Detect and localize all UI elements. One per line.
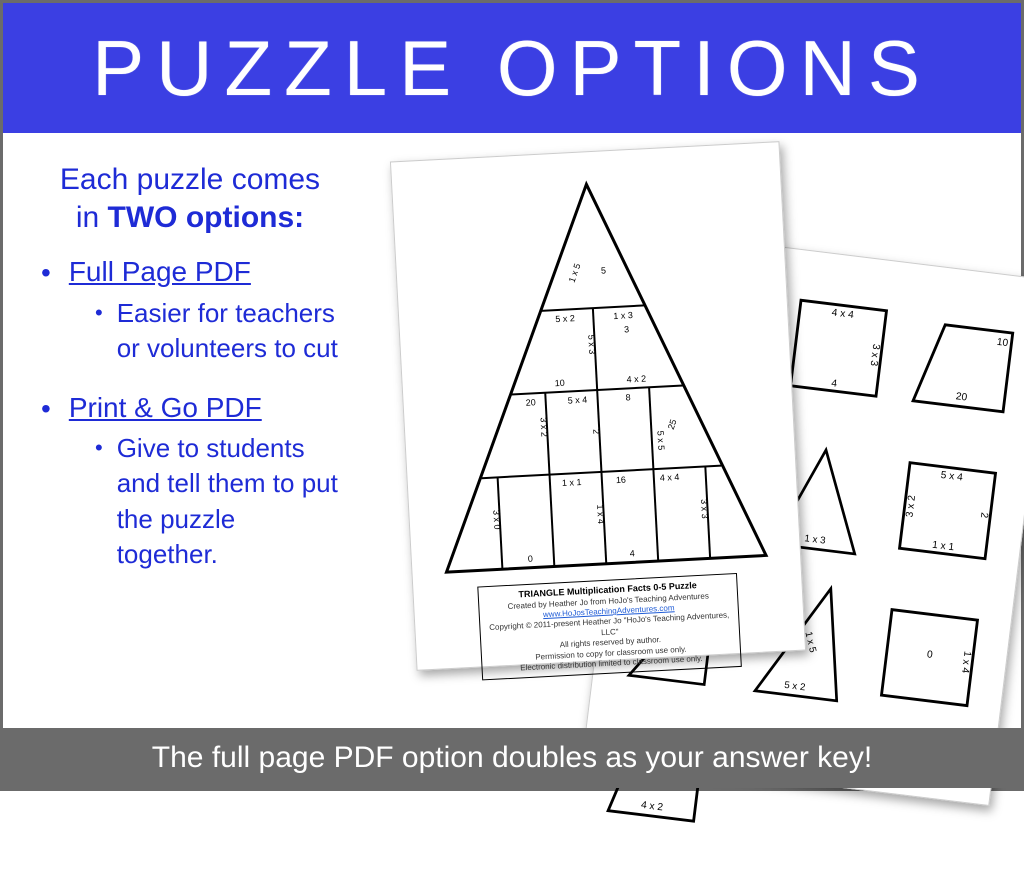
option-sub: • Easier for teachers or volunteers to c… [95, 296, 343, 366]
bullet-icon: • [95, 431, 103, 571]
intro-text: Each puzzle comes in TWO options: [37, 161, 343, 236]
intro-line2-pre: in [76, 201, 108, 234]
triangle-svg-wrap: 1 x 5 5 5 x 2 1 x 3 10 3 5 x 3 4 x 2 20 … [416, 165, 776, 582]
option-item: • Full Page PDF • Easier for teachers or… [37, 256, 343, 366]
svg-text:5 x 4: 5 x 4 [940, 470, 964, 484]
svg-text:25: 25 [666, 418, 679, 431]
bullet-icon: • [95, 296, 103, 366]
svg-text:1 x 3: 1 x 3 [613, 310, 633, 321]
option-sub: • Give to students and tell them to put … [95, 431, 343, 571]
piece-square: 4 x 4 4 3 x 3 [775, 277, 903, 420]
svg-text:5 x 5: 5 x 5 [655, 431, 666, 451]
svg-text:1 x 4: 1 x 4 [595, 504, 606, 524]
option-label: Print & Go PDF [69, 392, 262, 424]
svg-text:5 x 2: 5 x 2 [784, 680, 806, 693]
svg-text:4: 4 [831, 378, 838, 390]
svg-text:10: 10 [554, 378, 565, 389]
piece-square: 5 x 4 3 x 2 2 1 x 1 [883, 439, 1011, 582]
piece-trapezoid: 10 20 [901, 292, 1024, 435]
option-label: Full Page PDF [69, 256, 251, 288]
svg-text:16: 16 [616, 475, 627, 486]
bullet-icon: • [37, 256, 51, 290]
svg-text:4 x 2: 4 x 2 [626, 373, 646, 384]
paper-triangle: 1 x 5 5 5 x 2 1 x 3 10 3 5 x 3 4 x 2 20 … [390, 141, 806, 671]
option-item: • Print & Go PDF • Give to students and … [37, 392, 343, 572]
header-title: PUZZLE OPTIONS [92, 23, 932, 114]
svg-text:10: 10 [996, 337, 1009, 349]
credit-box: TRIANGLE Multiplication Facts 0-5 Puzzle… [477, 573, 742, 681]
intro-line2-bold: TWO options: [108, 201, 305, 234]
header-bar: PUZZLE OPTIONS [3, 3, 1021, 133]
svg-text:20: 20 [955, 391, 968, 403]
svg-text:3 x 3: 3 x 3 [868, 343, 882, 367]
footer-bar: The full page PDF option doubles as your… [3, 728, 1021, 788]
svg-text:3 x 2: 3 x 2 [539, 417, 550, 437]
svg-text:4: 4 [630, 548, 636, 558]
svg-text:2: 2 [591, 429, 601, 435]
text-column: Each puzzle comes in TWO options: • Full… [3, 133, 363, 731]
svg-text:0: 0 [926, 649, 933, 661]
svg-text:5 x 2: 5 x 2 [555, 313, 575, 324]
triangle-diagram: 1 x 5 5 5 x 2 1 x 3 10 3 5 x 3 4 x 2 20 … [416, 165, 776, 582]
svg-text:1 x 3: 1 x 3 [804, 533, 826, 546]
svg-text:5 x 3: 5 x 3 [586, 334, 597, 354]
svg-text:3: 3 [624, 324, 630, 334]
svg-text:5 x 4: 5 x 4 [567, 395, 587, 406]
intro-line1: Each puzzle comes [60, 163, 320, 196]
svg-text:3 x 0: 3 x 0 [491, 510, 502, 530]
slide-frame: PUZZLE OPTIONS Each puzzle comes in TWO … [0, 0, 1024, 791]
svg-text:20: 20 [525, 397, 536, 408]
svg-text:3 x 2: 3 x 2 [904, 494, 918, 518]
svg-text:4 x 4: 4 x 4 [660, 472, 680, 483]
svg-text:2: 2 [978, 512, 990, 519]
piece-square: 0 1 x 4 [865, 586, 993, 729]
option-sub-text: Give to students and tell them to put th… [117, 431, 343, 571]
svg-text:4 x 4: 4 x 4 [831, 307, 855, 321]
option-sub-text: Easier for teachers or volunteers to cut [117, 296, 343, 366]
svg-text:4 x 2: 4 x 2 [640, 800, 664, 814]
footer-text: The full page PDF option doubles as your… [152, 741, 872, 775]
svg-text:1 x 5: 1 x 5 [567, 262, 583, 284]
bullet-icon: • [37, 392, 51, 426]
svg-text:1 x 4: 1 x 4 [959, 650, 973, 674]
options-list: • Full Page PDF • Easier for teachers or… [37, 256, 343, 572]
paper-stage: 8 1 x 2 5 x 5 16 4 x 4 4 3 x 3 [363, 133, 1021, 731]
svg-text:1 x 1: 1 x 1 [562, 477, 582, 488]
svg-text:8: 8 [625, 392, 631, 402]
svg-text:5: 5 [601, 265, 607, 275]
svg-text:3 x 3: 3 x 3 [699, 499, 710, 519]
svg-text:0: 0 [528, 554, 534, 564]
content-row: Each puzzle comes in TWO options: • Full… [3, 133, 1021, 731]
